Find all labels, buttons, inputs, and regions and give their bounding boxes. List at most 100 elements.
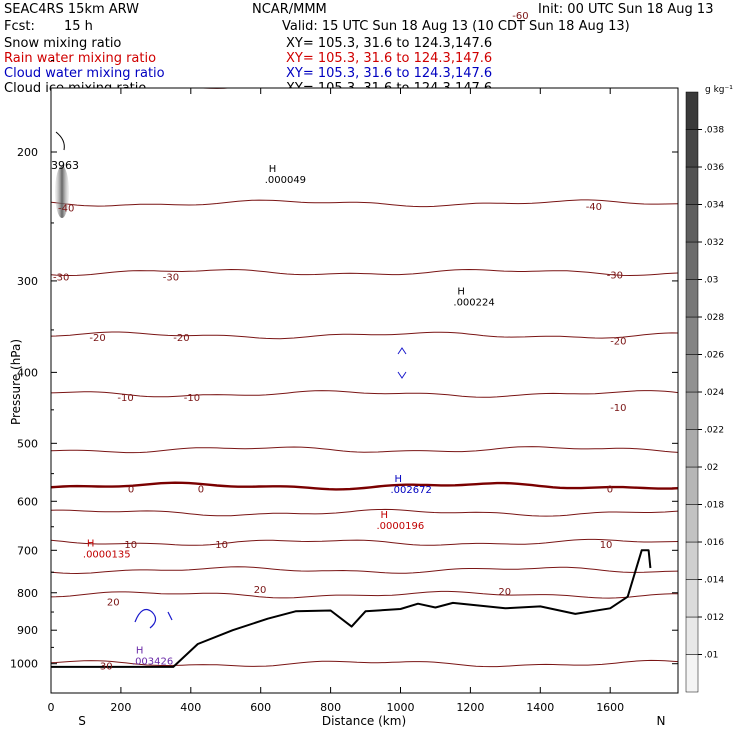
model-title: SEAC4RS 15km ARW [4,2,140,17]
colorbar-swatch [685,541,699,580]
colorbar-tick-label: .018 [704,501,724,511]
colorbar-swatch [685,166,699,205]
colorbar-tick-label: .038 [704,126,724,136]
y-tick-label: 800 [17,587,38,600]
temperature-label: 0 [198,484,204,495]
x-axis-label: Distance (km) [322,714,406,728]
temperature-contour-line [51,390,678,398]
x-tick-label: 400 [180,701,201,714]
colorbar-tick-label: .02 [704,463,718,473]
field-xy-snow: XY= 105.3, 31.6 to 124.3,147.6 [286,36,493,51]
x-tick-label: 800 [320,701,341,714]
colorbar-tick-label: .024 [704,388,724,398]
axes: 0 200 400 600 800 1000 1200 1400 160020030040050… [10,60,678,714]
temperature-label: -10 [184,393,200,404]
temperature-label: 10 [600,540,613,551]
temperature-contour-line [51,331,678,340]
temperature-label: -40 [586,202,602,213]
temperature-contour-line [51,659,678,668]
colorbar-swatch [685,129,699,168]
extremum-marker: H [395,474,403,485]
y-tick-label: 400 [17,366,38,379]
colorbar-swatch [685,354,699,393]
temperature-label: -20 [89,333,105,344]
forecast-label: Fcst: [4,19,35,34]
colorbar-swatch [685,429,699,468]
endpoint-left-label: S [78,714,86,728]
colorbar-swatch [685,204,699,243]
snow-max-label: 3963 [51,159,79,172]
temperature-label: 10 [215,540,228,551]
y-tick-label: 300 [17,275,38,288]
y-tick-label: 600 [17,495,38,508]
temperature-contour-line [51,538,678,546]
temperature-contour-line [51,508,678,517]
temperature-contour-line [51,199,678,208]
snow-shading [55,166,69,218]
snow-contour [55,131,65,151]
temperature-label: -10 [610,403,626,414]
colorbar-swatch [685,91,699,130]
colorbar-swatch [685,466,699,505]
init-time: Init: 00 UTC Sun 18 Aug 13 [538,2,714,17]
valid-time: Valid: 15 UTC Sun 18 Aug 13 (10 CDT Sun … [282,19,630,34]
temperature-contour-line [49,7,679,13]
field-xy-rain: XY= 105.3, 31.6 to 124.3,147.6 [286,51,493,66]
temperature-label: -20 [610,337,626,348]
colorbar-tick-label: .012 [704,613,724,623]
colorbar-tick-label: .032 [704,238,724,248]
colorbar-swatch [685,391,699,430]
y-tick-label: 200 [17,146,38,159]
y-axis-label: Pressure (hPa) [9,339,23,425]
colorbar-tick-label: .03 [704,276,718,286]
x-tick-label: 0 [48,701,55,714]
temperature-labels: -75.89-74.75-74.05-73.13-70-71.63-67.71-… [53,11,627,672]
extremum-value: .003426 [132,656,173,667]
cloud-water-arrows [397,347,407,379]
temperature-label: -60 [512,11,528,22]
colorbar-tick-label: .016 [704,538,724,548]
x-tick-label: 1000 [387,701,415,714]
extremum-value: .0000196 [377,521,425,532]
colorbar-swatch [685,279,699,318]
temperature-label: 30 [100,661,113,672]
terrain-line [51,549,652,668]
extrema-markers: H.000049H.000224H.002672H.0000196H.00001… [83,164,495,667]
x-tick-label: 200 [110,701,131,714]
temperature-contour-line [51,268,678,277]
temperature-contour-line [51,446,678,454]
extremum-value: .0000135 [83,550,131,561]
colorbar-tick-label: .01 [704,651,718,661]
extremum-value: .000224 [453,297,494,308]
temperature-label: 20 [107,597,120,608]
temperature-label: 20 [498,587,511,598]
colorbar-swatch [685,616,699,655]
colorbar-tick-label: .034 [704,201,724,211]
extremum-marker: H [87,539,95,550]
temperature-label: -30 [53,273,69,284]
colorbar-swatch [685,579,699,618]
colorbar-tick-label: .036 [704,163,724,173]
endpoint-right-label: N [657,714,666,728]
forecast-hour: 15 h [64,19,93,34]
temperature-label: -30 [163,273,179,284]
extremum-marker: H [136,645,144,656]
terrain-layer [51,549,652,668]
colorbar-swatch [685,241,699,280]
x-tick-label: 1200 [456,701,484,714]
mixing-ratio-features [55,131,407,629]
extremum-marker: H [269,164,277,175]
x-tick-label: 1400 [526,701,554,714]
field-name-snow: Snow mixing ratio [4,36,122,51]
field-xy-cloud-water: XY= 105.3, 31.6 to 124.3,147.6 [286,66,493,81]
y-tick-label: 900 [17,624,38,637]
y-tick-label: 700 [17,544,38,557]
colorbar-tick-label: .022 [704,426,724,436]
extremum-value: .000049 [265,175,306,186]
colorbar-tick-label: .028 [704,313,724,323]
temperature-contour-line [51,481,678,491]
colorbar-swatch [685,316,699,355]
extremum-marker: H [457,286,465,297]
colorbar-unit: g kg⁻¹ [705,85,733,95]
